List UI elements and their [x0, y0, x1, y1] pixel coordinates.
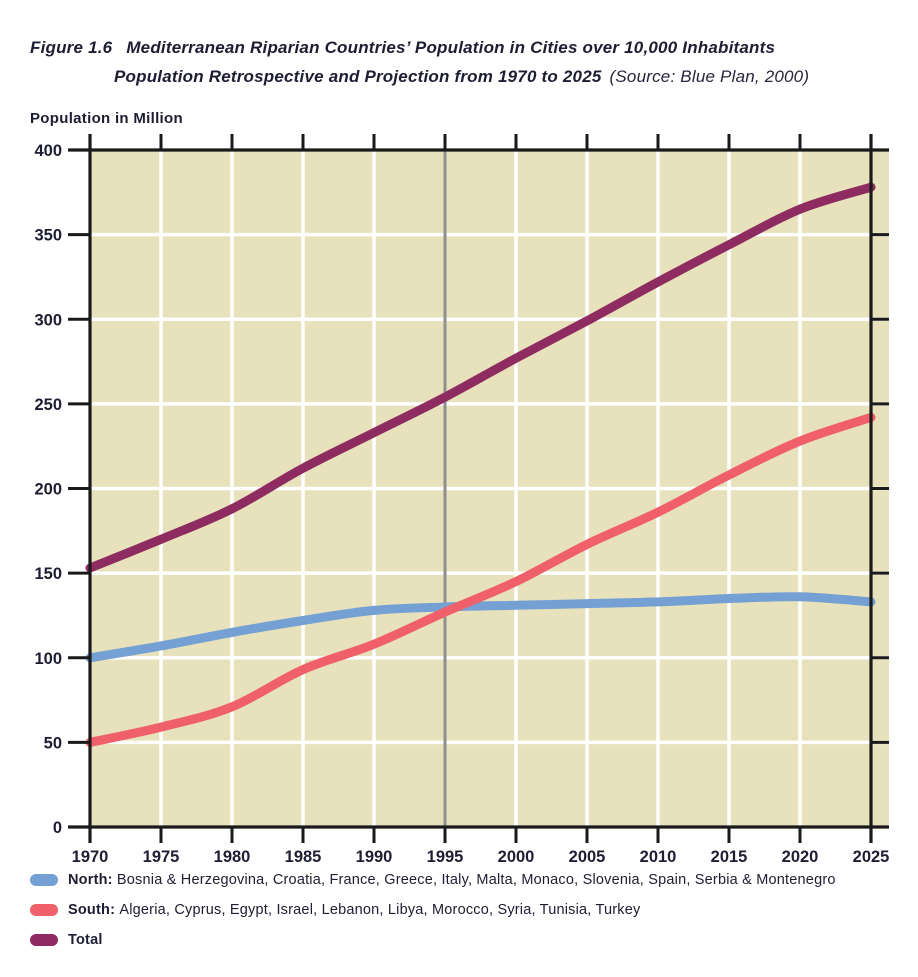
x-tick-label: 1990 [356, 848, 393, 866]
figure-number: Figure 1.6 [30, 38, 113, 57]
legend-label-total: Total [68, 931, 103, 948]
legend-item-south: South: Algeria, Cyprus, Egypt, Israel, L… [30, 899, 836, 920]
legend-item-north: North: Bosnia & Herzegovina, Croatia, Fr… [30, 869, 836, 890]
x-tick-label: 2005 [569, 848, 606, 866]
legend: North: Bosnia & Herzegovina, Croatia, Fr… [30, 869, 836, 950]
x-tick-label: 1985 [285, 848, 322, 866]
figure-subtitle: Population Retrospective and Projection … [114, 67, 602, 86]
x-tick-label: 2020 [782, 848, 819, 866]
x-tick-label: 2025 [853, 848, 890, 866]
y-axis-title: Population in Million [30, 110, 183, 127]
series-line-south [85, 412, 876, 747]
figure-title: Mediterranean Riparian Countries’ Popula… [126, 38, 776, 57]
x-tick-label: 2010 [640, 848, 677, 866]
x-tick-label: 2015 [711, 848, 748, 866]
line-chart: 0 50 100 150 200 250 300 350 400 1970 1975 1980 1985… [34, 134, 890, 866]
series-line-north [85, 592, 876, 663]
figure-subtitle-line: Population Retrospective and Projection … [114, 67, 900, 87]
legend-swatch-south [30, 903, 58, 916]
y-tick-label: 350 [34, 227, 62, 245]
x-tick-label: 1995 [427, 848, 464, 866]
y-tick-label: 100 [34, 650, 62, 668]
x-tick-label: 1975 [143, 848, 180, 866]
legend-countries-north: Bosnia & Herzegovina, Croatia, France, G… [116, 871, 836, 888]
figure-caption: Figure 1.6 Mediterranean Riparian Countri… [30, 38, 900, 87]
legend-countries-south: Algeria, Cyprus, Egypt, Israel, Lebanon,… [119, 901, 641, 918]
y-tick-label: 50 [44, 734, 62, 752]
series-line-total [85, 182, 876, 573]
y-tick-label: 400 [34, 142, 62, 160]
y-tick-label: 0 [53, 819, 62, 837]
figure-source: (Source: Blue Plan, 2000) [609, 67, 810, 86]
legend-swatch-north [30, 873, 58, 886]
figure-title-line: Figure 1.6 Mediterranean Riparian Countri… [30, 38, 900, 58]
legend-swatch-total [30, 933, 58, 946]
y-tick-label: 150 [34, 565, 62, 583]
y-tick-label: 200 [34, 481, 62, 499]
y-tick-label: 300 [34, 311, 62, 329]
legend-label-north: North: [68, 871, 113, 888]
y-tick-label: 250 [34, 396, 62, 414]
legend-item-total: Total [30, 929, 836, 950]
x-tick-label: 1980 [214, 848, 251, 866]
x-tick-label: 1970 [72, 848, 109, 866]
legend-label-south: South: [68, 901, 116, 918]
x-tick-label: 2000 [498, 848, 535, 866]
